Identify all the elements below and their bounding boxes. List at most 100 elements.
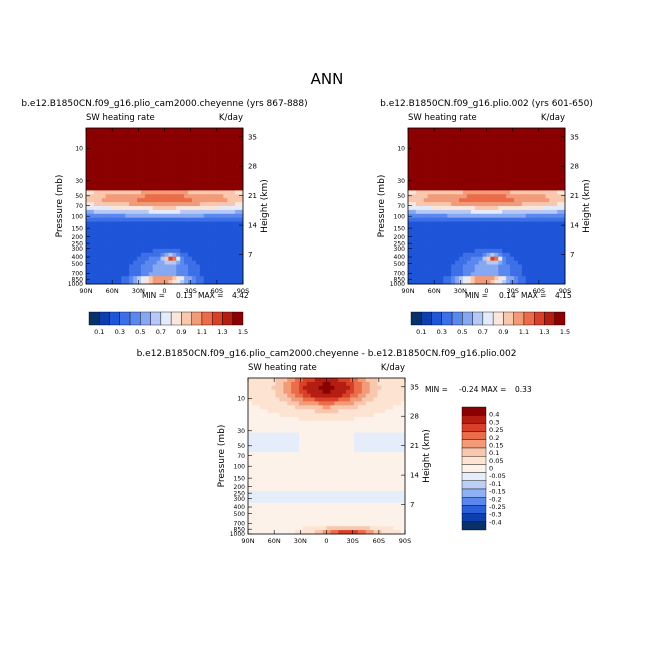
heatmap-cell	[529, 233, 534, 238]
heatmap-cell	[275, 397, 280, 402]
heatmap-cell	[137, 151, 142, 156]
heatmap-cell	[271, 397, 276, 402]
heatmap-cell	[435, 167, 440, 172]
heatmap-cell	[199, 233, 205, 238]
heatmap-cell	[377, 498, 382, 504]
heatmap-cell	[144, 167, 150, 172]
heatmap-cell	[537, 139, 542, 144]
heatmap-cell	[176, 135, 181, 141]
heatmap-cell	[283, 436, 288, 441]
heatmap-cell	[310, 471, 316, 476]
heatmap-cell	[397, 491, 402, 496]
heatmap-cell	[322, 409, 327, 414]
x-tick-label: 60S	[211, 287, 223, 295]
heatmap-cell	[203, 245, 209, 250]
heatmap-cell	[377, 405, 382, 410]
heatmap-cell	[263, 401, 269, 406]
heatmap-cell	[494, 233, 499, 238]
heatmap-cell	[251, 459, 257, 465]
heatmap-cell	[299, 424, 304, 430]
heatmap-cell	[160, 241, 165, 246]
heatmap-cell	[397, 378, 402, 383]
heatmap-cell	[419, 167, 425, 172]
heatmap-cell	[326, 459, 331, 465]
heatmap-cell	[101, 190, 107, 195]
heatmap-cell	[255, 405, 261, 410]
heatmap-cell	[199, 186, 205, 191]
heatmap-cell	[125, 178, 130, 183]
heatmap-cell	[455, 159, 460, 164]
heatmap-cell	[283, 506, 288, 511]
heatmap-cell	[490, 147, 495, 152]
heatmap-cell	[330, 436, 335, 441]
heatmap-cell	[506, 217, 511, 222]
heatmap-cell	[279, 444, 284, 449]
heatmap-cell	[459, 256, 464, 261]
heatmap-cell	[271, 463, 276, 469]
heatmap-cell	[350, 413, 355, 418]
heatmap-cell	[291, 495, 296, 500]
heatmap-cell	[160, 178, 165, 183]
heatmap-cell	[86, 272, 91, 277]
heatmap-cell	[346, 471, 351, 476]
heatmap-cell	[207, 194, 213, 199]
heatmap-cell	[227, 159, 232, 164]
heatmap-cell	[561, 241, 566, 246]
heatmap-cell	[470, 194, 476, 199]
heatmap-cell	[223, 159, 228, 164]
heatmap-cell	[502, 213, 507, 219]
heatmap-cell	[474, 264, 480, 269]
heatmap-cell	[267, 514, 272, 519]
heatmap-cell	[121, 272, 126, 277]
heatmap-cell	[97, 194, 103, 199]
heatmap-cell	[401, 510, 406, 515]
heatmap-cell	[415, 174, 421, 180]
heatmap-cell	[255, 409, 261, 414]
heatmap-cell	[188, 225, 193, 230]
heatmap-cell	[314, 405, 320, 410]
heatmap-cell	[521, 248, 527, 254]
heatmap-cell	[306, 409, 312, 414]
heatmap-cell	[486, 174, 491, 180]
heatmap-cell	[381, 471, 386, 476]
heatmap-cell	[219, 143, 224, 148]
heatmap-cell	[152, 135, 158, 141]
heatmap-cell	[113, 264, 118, 269]
heatmap-cell	[263, 409, 269, 414]
heatmap-cell	[117, 229, 122, 234]
heatmap-cell	[156, 264, 161, 269]
heatmap-cell	[223, 163, 228, 168]
heatmap-cell	[299, 495, 304, 500]
heatmap-cell	[180, 280, 185, 285]
heatmap-cell	[553, 217, 558, 222]
heatmap-cell	[180, 202, 185, 207]
heatmap-cell	[373, 495, 378, 500]
heatmap-cell	[299, 463, 304, 469]
heatmap-cell	[259, 459, 265, 465]
heatmap-cell	[219, 174, 224, 180]
heatmap-cell	[459, 186, 464, 191]
heatmap-cell	[373, 452, 378, 457]
heatmap-cell	[385, 526, 390, 531]
heatmap-cell	[338, 393, 343, 398]
heatmap-cell	[510, 272, 515, 277]
heatmap-cell	[318, 385, 323, 391]
heatmap-cell	[239, 260, 244, 265]
y-tick-label: 10	[75, 146, 83, 153]
heatmap-cell	[330, 452, 335, 457]
heatmap-cell	[295, 502, 300, 508]
heatmap-cell	[533, 252, 538, 258]
heatmap-cell	[180, 131, 185, 137]
heatmap-cell	[408, 198, 413, 203]
heatmap-cell	[435, 221, 440, 226]
heatmap-cell	[195, 237, 201, 242]
heatmap-cell	[419, 131, 425, 137]
heatmap-cell	[381, 479, 386, 484]
heatmap-cell	[435, 151, 440, 156]
heatmap-cell	[207, 139, 213, 144]
heatmap-cell	[191, 155, 197, 160]
heatmap-cell	[459, 143, 464, 148]
heatmap-cell	[279, 463, 284, 469]
heatmap-cell	[439, 198, 444, 203]
heatmap-cell	[435, 155, 440, 160]
